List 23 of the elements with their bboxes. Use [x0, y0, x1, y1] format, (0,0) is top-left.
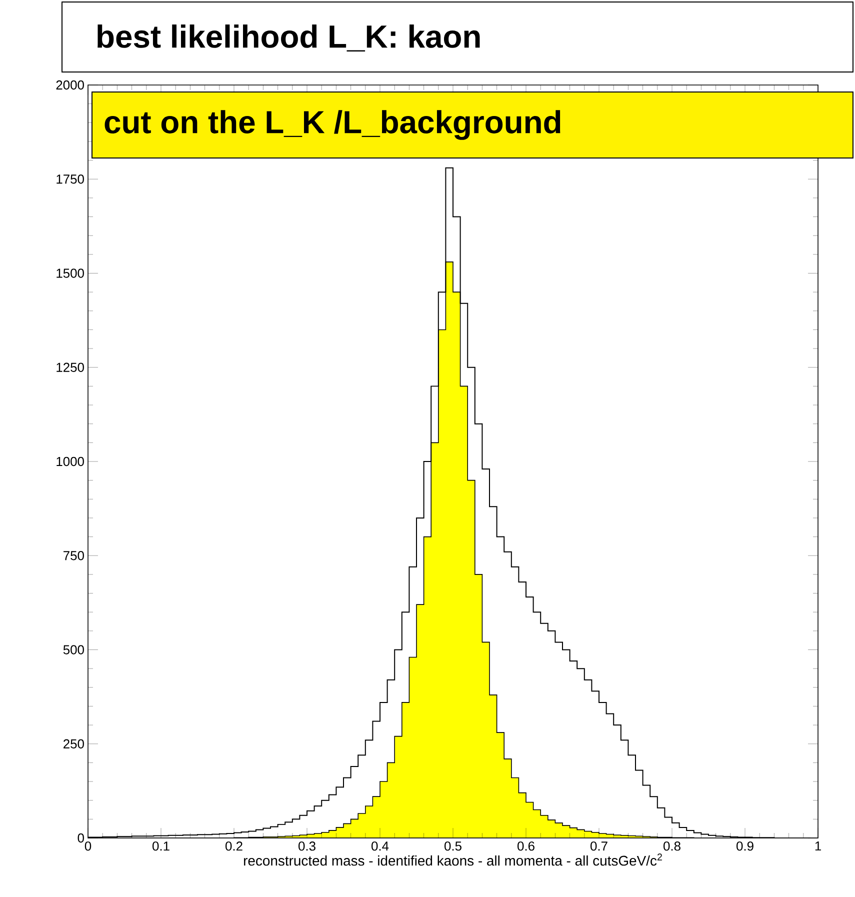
x-tick-label: 0.8 — [664, 842, 680, 851]
x-tick-label: 0 — [84, 842, 92, 851]
x-tick-label: 0.3 — [298, 842, 316, 851]
x-axis-title: reconstructed mass - identified kaons - all momenta - all cutsGeV/c$^{2}$ — [244, 854, 662, 866]
y-tick-label: 1500 — [56, 268, 84, 278]
y-tick-label: 2000 — [56, 80, 84, 90]
x-tick-label: 0.6 — [518, 842, 534, 851]
y-tick-label: 1250 — [56, 362, 84, 372]
x-tick-label: 0.7 — [590, 842, 608, 851]
x-tick-label: 0.2 — [226, 842, 242, 851]
text: cut on the L_K /L_background — [104, 110, 560, 140]
x-tick-label: 1 — [815, 842, 821, 850]
x-tick-label: 0.1 — [152, 842, 170, 851]
x-tick-label: 0.5 — [444, 842, 462, 851]
chart-title: best likelihood L_K: kaon — [98, 24, 480, 52]
x-tick-label: 0.9 — [736, 842, 754, 851]
y-tick-label: 500 — [63, 645, 84, 654]
y-tick-label: 1750 — [56, 174, 84, 184]
y-tick-label: 750 — [64, 551, 84, 560]
y-tick-label: 1000 — [56, 456, 84, 466]
y-tick-label: 250 — [64, 739, 84, 748]
y-tick-label: 0 — [78, 833, 84, 843]
x-tick-label: 0.4 — [372, 842, 389, 851]
